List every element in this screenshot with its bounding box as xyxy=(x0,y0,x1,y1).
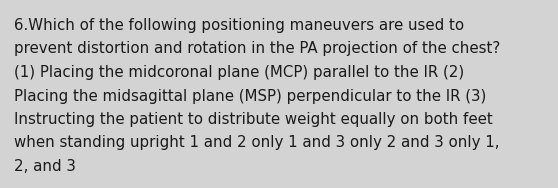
Text: 2, and 3: 2, and 3 xyxy=(14,159,76,174)
Text: Placing the midsagittal plane (MSP) perpendicular to the IR (3): Placing the midsagittal plane (MSP) perp… xyxy=(14,89,487,104)
Text: 6.Which of the following positioning maneuvers are used to: 6.Which of the following positioning man… xyxy=(14,18,464,33)
Text: Instructing the patient to distribute weight equally on both feet: Instructing the patient to distribute we… xyxy=(14,112,493,127)
Text: when standing upright 1 and 2 only 1 and 3 only 2 and 3 only 1,: when standing upright 1 and 2 only 1 and… xyxy=(14,136,499,151)
Text: (1) Placing the midcoronal plane (MCP) parallel to the IR (2): (1) Placing the midcoronal plane (MCP) p… xyxy=(14,65,464,80)
Text: prevent distortion and rotation in the PA projection of the chest?: prevent distortion and rotation in the P… xyxy=(14,42,501,57)
